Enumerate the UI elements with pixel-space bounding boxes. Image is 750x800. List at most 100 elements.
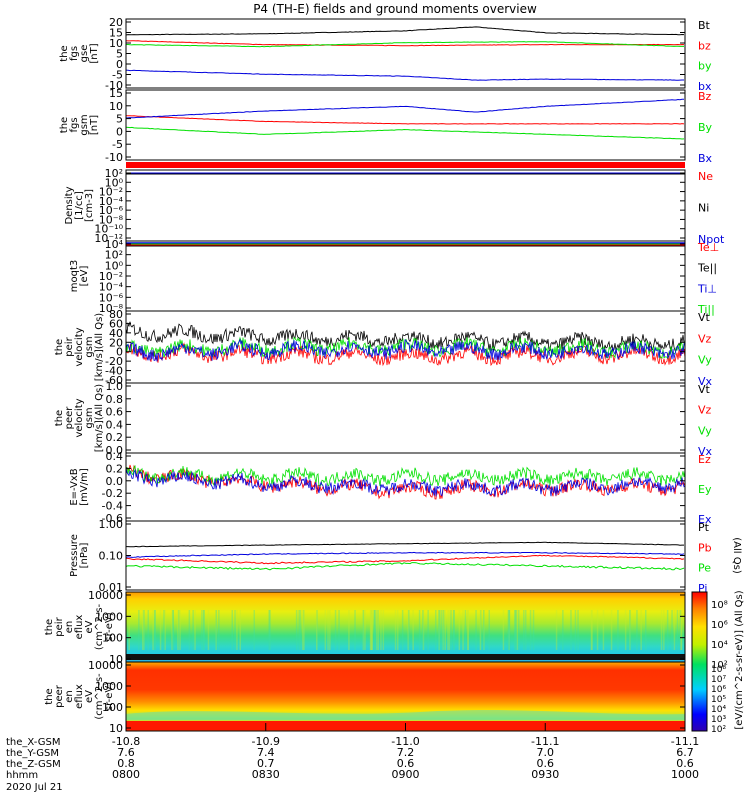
spectrogram-streak [143,610,145,650]
spectrogram-streak [218,610,220,650]
y-axis-label-line: peer [54,684,65,708]
y-tick-label: 10⁻⁶ [99,291,124,304]
spectrogram-streak [397,610,399,650]
spectrogram-streak [475,610,477,650]
spectrogram-streak [673,610,676,650]
y-axis-label-line: peir [64,336,75,356]
panel-peer_en_eflux: 10000 1000 100 10 the peer en eflux eV (cm^2-s-sr… [44,659,686,735]
x-row-value: 0800 [112,768,140,781]
spectrogram-streak [590,610,593,650]
colorbar-lower-tick: 10⁷ [711,675,726,685]
figure-title: P4 (TH-E) fields and ground moments over… [253,2,537,16]
y-tick-label: 5 [116,48,123,61]
spectrogram-streak [299,610,302,650]
y-axis-label-line: sr-eV) [104,682,115,711]
spectrogram-streak [338,610,340,650]
legend-by-label: By [698,121,713,134]
legend-vx-label: Vx [698,445,713,458]
series-bt-line [125,26,685,36]
pressure-right-note: (All Qs) [731,537,742,574]
x-row-value: 6.7 [676,746,694,759]
spectrogram-streak [407,610,409,650]
spectrogram-streak [439,610,441,650]
x-row-value: 0.8 [117,757,135,770]
y-axis-label-line: [nPa] [79,542,90,568]
spectrogram-streak [450,610,452,650]
spectrogram-streak [371,610,373,650]
spectrogram-streak [422,610,424,650]
y-axis-label-line: eflux [74,684,85,709]
series-by-line [125,41,684,48]
y-axis-label-line: the [44,619,55,635]
spectrogram-streak [458,610,461,650]
spectrogram-streak [523,610,525,650]
y-tick-label: 10000 [88,589,123,602]
spectrogram-green-band [126,710,685,720]
x-row-value: -10.8 [112,735,140,748]
y-tick-label: 10² [105,249,123,262]
x-row-value: 7.0 [537,746,555,759]
y-tick-label: 1000 [95,680,123,693]
legend-ne-label: Ne [698,170,713,183]
spectrogram-streak [422,610,425,650]
spectrogram-streak [194,610,196,650]
spectrogram-streak [427,610,429,650]
spectrogram-streak [525,610,527,650]
y-tick-label: 10⁰ [105,176,124,189]
y-axis-label: Density [1/cc] [cm-3] [64,186,95,224]
colorbar-lower-tick: 10² [711,725,726,735]
legend-vy-label: Vy [698,424,712,437]
y-tick-label: 0.2 [106,462,124,475]
y-tick-label: -0.4 [102,500,123,513]
density-ne-band [126,162,685,168]
spectrogram-streak [408,610,410,650]
spectrogram-streak [301,610,304,650]
spectrogram-streak [316,610,318,650]
y-axis-label-line: eflux [74,615,85,640]
colorbar-lower-tick: 10⁸ [711,665,726,675]
legend-ti||-label: Ti|| [697,303,715,316]
y-axis-label-line: [mV/m] [79,468,90,506]
spectrogram-streak [636,610,638,650]
y-tick-label: -0.6 [102,512,123,525]
spectrogram-streak [152,610,154,650]
panel-frame [125,240,686,312]
panel-frame [125,169,686,242]
y-axis-label-line: eV [84,620,95,633]
y-tick-label: -40 [105,365,123,378]
y-tick-label: 40 [109,327,123,340]
y-axis-label-line: moqt3 [69,260,80,293]
colorbar-lower-tick: 10⁵ [711,695,726,705]
spectrogram-streak [418,610,421,650]
spectrogram-streak [394,610,397,650]
series-pt-line [126,541,684,548]
series-pi-line [125,551,685,558]
x-row-value: 0.6 [397,757,415,770]
y-tick-label: 0.8 [106,393,124,406]
y-tick-label: 10² [105,167,123,180]
y-axis-label-line: velocity [74,398,85,437]
y-axis-label-line: fgs [69,117,80,132]
y-axis-label: Pressure [nPa] [69,534,90,577]
y-tick-label: 0.0 [106,475,124,488]
spectrogram-streak [570,610,572,650]
y-tick-label: 10⁰ [105,259,124,272]
y-axis-label-line: gsm [84,336,95,357]
y-tick-label: 1.00 [99,518,124,531]
spectrogram-streak [147,610,149,650]
y-tick-label: 0.4 [106,450,124,463]
spectrogram-streak [327,610,329,650]
y-axis-label-line: [eV] [79,266,90,287]
spectrogram-streak [438,610,440,650]
y-tick-label: 0.2 [106,431,124,444]
x-row-value: 0930 [531,768,559,781]
spectrogram-streak [159,610,162,650]
y-tick-label: 10 [109,722,123,735]
y-tick-label: 0.0 [106,444,124,457]
spectrogram-streak [555,610,558,650]
legend-vt-label: Vt [698,311,711,324]
y-tick-label: 0.01 [99,581,124,594]
spectrogram-streak [518,610,520,650]
